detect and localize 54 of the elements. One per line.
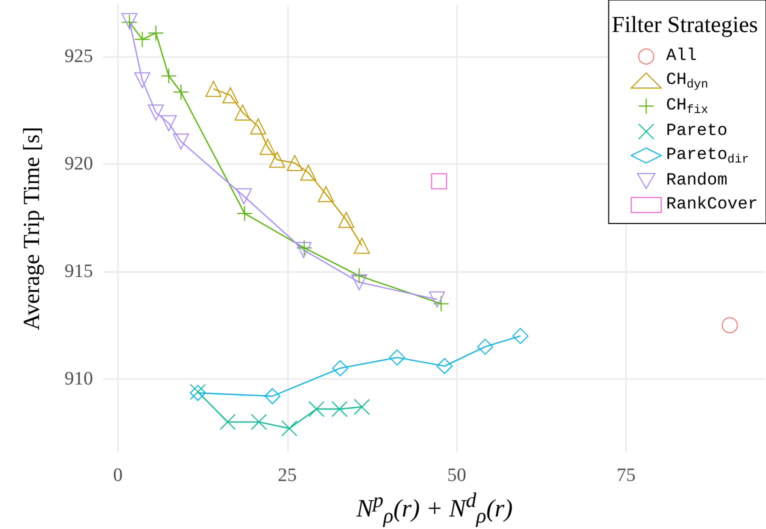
y-tick-label: 910 bbox=[64, 368, 93, 390]
legend-label: RankCover bbox=[666, 196, 758, 214]
point bbox=[205, 80, 222, 97]
point bbox=[436, 358, 453, 374]
y-tick-label: 915 bbox=[64, 260, 93, 282]
point bbox=[286, 154, 303, 171]
legend-label: Random bbox=[666, 172, 728, 190]
point bbox=[172, 84, 189, 100]
point bbox=[236, 188, 252, 204]
point bbox=[160, 68, 177, 84]
x-tick-label: 75 bbox=[616, 465, 636, 486]
point bbox=[433, 296, 450, 312]
point bbox=[318, 186, 334, 202]
legend-label: Pareto bbox=[666, 122, 728, 141]
point bbox=[250, 118, 266, 134]
point bbox=[354, 238, 370, 254]
point bbox=[351, 274, 368, 290]
x-tick-label: 50 bbox=[447, 465, 466, 486]
x-tick-label: 0 bbox=[113, 465, 123, 486]
point bbox=[260, 138, 276, 155]
point bbox=[722, 317, 738, 334]
point bbox=[512, 328, 528, 344]
point bbox=[236, 205, 253, 222]
point bbox=[160, 115, 177, 132]
point bbox=[477, 338, 494, 355]
x-axis-title: N$^{p}$$_{ρ}$(r) + N$^{d}$$_{ρ}$(r) bbox=[355, 488, 514, 528]
point bbox=[431, 173, 448, 190]
point bbox=[354, 398, 370, 415]
point bbox=[250, 414, 267, 430]
point bbox=[220, 414, 236, 430]
point bbox=[264, 388, 280, 404]
legend-label: All bbox=[666, 47, 697, 66]
point bbox=[148, 24, 164, 41]
point bbox=[222, 87, 238, 104]
point bbox=[332, 360, 348, 376]
y-tick-label: 920 bbox=[64, 154, 93, 175]
point bbox=[148, 104, 164, 120]
point bbox=[300, 164, 316, 181]
point bbox=[351, 268, 368, 284]
legend-title: Filter Strategies bbox=[612, 12, 758, 37]
point bbox=[134, 72, 150, 88]
point bbox=[134, 31, 150, 48]
point bbox=[281, 420, 298, 436]
point bbox=[389, 349, 406, 366]
point bbox=[308, 401, 324, 418]
point bbox=[429, 291, 446, 308]
point bbox=[338, 212, 354, 228]
point bbox=[269, 152, 286, 168]
point bbox=[234, 104, 251, 120]
x-tick-label: 25 bbox=[278, 465, 297, 486]
point bbox=[331, 401, 348, 418]
y-tick-label: 925 bbox=[64, 46, 93, 68]
point bbox=[172, 133, 189, 150]
y-axis-title: Average Trip Time [s] bbox=[19, 126, 44, 330]
